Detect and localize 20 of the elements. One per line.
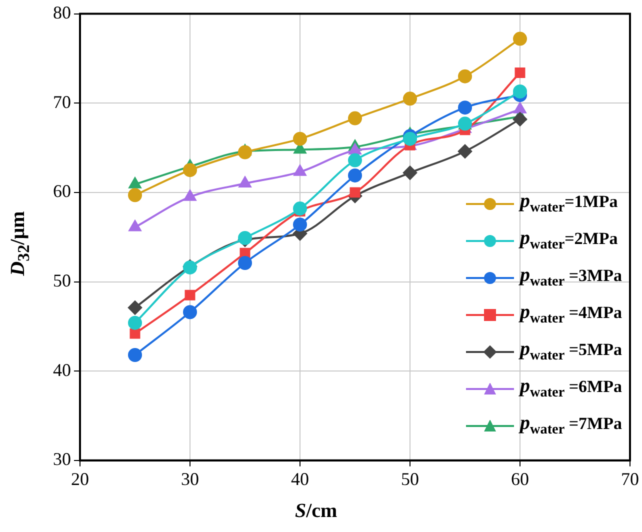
legend-label: p$_{water}$ =4MPa xyxy=(520,301,622,328)
legend-label: p$_{water}$ =6MPa xyxy=(520,375,622,402)
x-tick-label: 30 xyxy=(181,468,199,489)
y-tick-label: 40 xyxy=(53,360,71,380)
legend-label: p$_{water}$=1MPa xyxy=(520,190,618,217)
y-tick-label: 80 xyxy=(53,2,71,23)
x-tick-label: 40 xyxy=(291,468,309,489)
y-tick-label: 30 xyxy=(53,449,71,470)
y-tick-label: 70 xyxy=(53,92,71,112)
legend-label: p$_{water}$ =7MPa xyxy=(520,412,622,439)
y-tick-label: 60 xyxy=(53,181,71,202)
x-tick-label: 70 xyxy=(621,468,639,489)
legend-label: p$_{water}$=2MPa xyxy=(520,227,618,254)
x-tick-label: 50 xyxy=(401,468,419,489)
x-axis-title: S/cm xyxy=(295,500,338,523)
legend-label: p$_{water}$ =3MPa xyxy=(520,264,622,291)
x-tick-label: 20 xyxy=(71,468,89,489)
legend-label: p$_{water}$ =5MPa xyxy=(520,338,622,365)
y-tick-label: 50 xyxy=(53,270,71,290)
x-tick-label: 60 xyxy=(511,468,529,489)
